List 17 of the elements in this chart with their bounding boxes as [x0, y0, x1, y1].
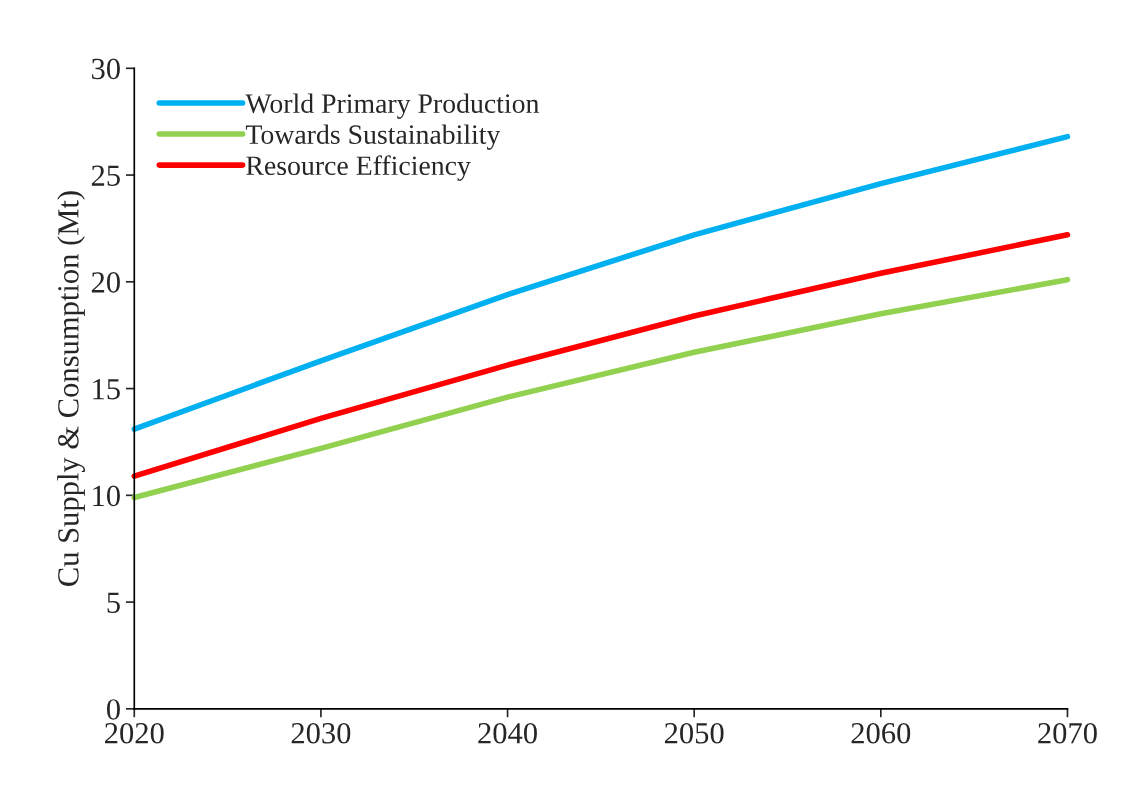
y-tick-label: 0 [106, 699, 120, 720]
y-tick-label: 30 [91, 58, 120, 80]
x-tick-label: 2030 [291, 722, 351, 744]
y-tick-label: 5 [107, 592, 120, 613]
legend-label: Towards Sustainability [245, 124, 501, 150]
y-tick-label: 25 [91, 165, 120, 186]
legend-label: World Primary Production [245, 93, 539, 119]
y-tick-label: 20 [91, 272, 120, 293]
x-tick-label: 2050 [664, 722, 724, 744]
x-tick-label: 2020 [105, 722, 164, 744]
legend-label: Resource Efficiency [246, 155, 471, 181]
y-axis-title: Cu Supply & Consumption (Mt) [57, 191, 85, 586]
y-tick-label: 10 [93, 485, 120, 507]
x-tick-label: 2060 [851, 722, 911, 744]
x-tick-label: 2040 [478, 722, 537, 744]
x-tick-label: 2070 [1038, 722, 1097, 744]
y-tick-label: 15 [93, 379, 120, 400]
